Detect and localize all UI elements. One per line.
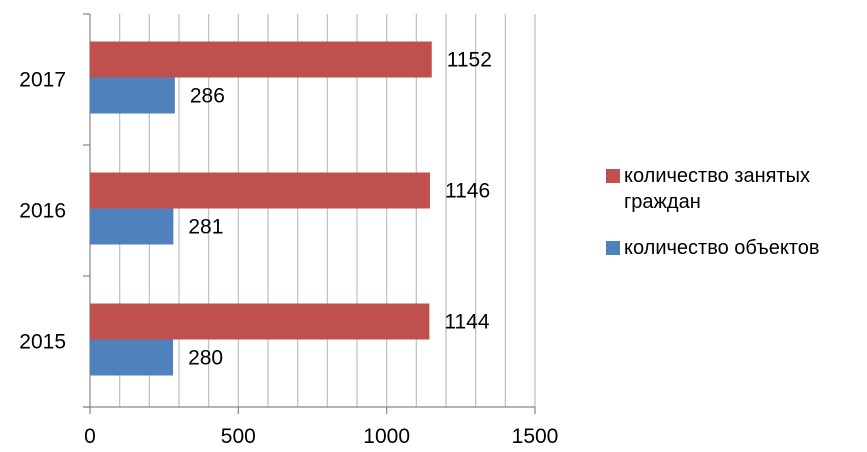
data-label-2017-series-1: 286 bbox=[190, 85, 225, 108]
legend: количество занятых граждан количество об… bbox=[606, 163, 866, 281]
bar-2016-series-1 bbox=[90, 208, 174, 245]
bar-2017-series-1 bbox=[90, 77, 175, 114]
x-tick-label-1: 500 bbox=[221, 425, 256, 448]
x-tick-label-0: 0 bbox=[84, 425, 96, 448]
category-label-2017: 2017 bbox=[19, 69, 66, 92]
x-tick-label-2: 1000 bbox=[363, 425, 410, 448]
x-tick-label-3: 1500 bbox=[512, 425, 559, 448]
bar-2017-series-0 bbox=[90, 41, 432, 78]
data-label-2015-series-1: 280 bbox=[188, 347, 223, 370]
data-label-2015-series-0: 1144 bbox=[444, 311, 489, 334]
legend-swatch-objects bbox=[606, 241, 620, 255]
data-label-2017-series-0: 1152 bbox=[447, 49, 492, 72]
legend-label-objects: количество объектов bbox=[624, 237, 820, 259]
bar-2015-series-1 bbox=[90, 339, 174, 376]
bar-2015-series-0 bbox=[90, 303, 430, 340]
bar-2016-series-0 bbox=[90, 172, 430, 209]
category-label-2015: 2015 bbox=[19, 331, 66, 354]
legend-swatch-employed bbox=[606, 169, 620, 183]
data-label-2016-series-1: 281 bbox=[188, 216, 223, 239]
legend-label-employed: количество занятых граждан bbox=[624, 165, 810, 213]
legend-item-employed: количество занятых граждан bbox=[606, 163, 866, 215]
legend-item-objects: количество объектов bbox=[606, 235, 866, 261]
category-label-2016: 2016 bbox=[19, 200, 66, 223]
data-label-2016-series-0: 1146 bbox=[445, 180, 490, 203]
